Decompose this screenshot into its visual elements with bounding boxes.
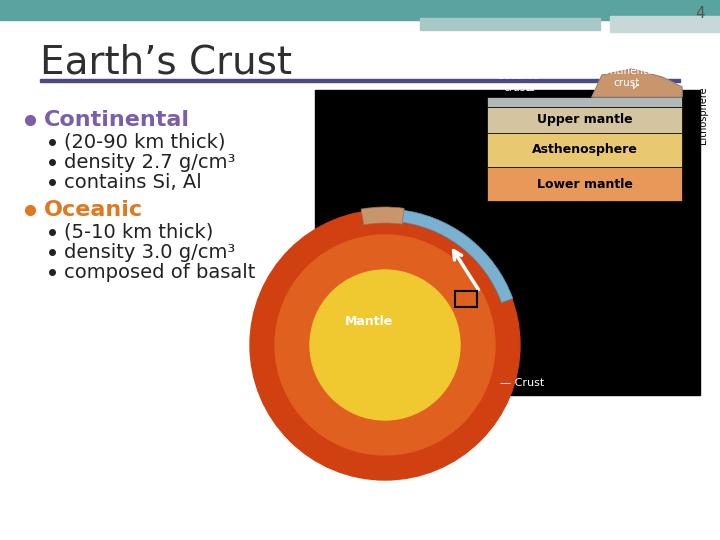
Text: Oceanic
crust: Oceanic crust	[496, 71, 538, 93]
Wedge shape	[396, 210, 513, 302]
Bar	[455, 291, 477, 307]
Text: Lower mantle: Lower mantle	[536, 178, 632, 191]
Text: (20-90 km thick): (20-90 km thick)	[64, 132, 225, 152]
Circle shape	[250, 210, 520, 480]
Text: Continental: Continental	[44, 110, 190, 130]
Bar	[487, 107, 682, 133]
Text: Continental
crust: Continental crust	[597, 66, 657, 88]
Text: 4: 4	[696, 6, 705, 22]
Text: Asthenosphere: Asthenosphere	[531, 144, 637, 157]
Text: Oceanic: Oceanic	[44, 200, 143, 220]
Text: density 2.7 g/cm³: density 2.7 g/cm³	[64, 152, 235, 172]
Polygon shape	[592, 69, 682, 97]
Text: Lithosphere: Lithosphere	[698, 86, 708, 144]
Bar	[487, 167, 682, 201]
Bar	[0, 0, 720, 20]
Text: density 3.0 g/cm³: density 3.0 g/cm³	[64, 242, 235, 261]
Bar	[315, 90, 700, 395]
Bar	[40, 79, 680, 82]
Circle shape	[310, 270, 460, 420]
Circle shape	[275, 235, 495, 455]
Bar	[487, 133, 682, 167]
Text: contains Si, Al: contains Si, Al	[64, 172, 202, 192]
Text: Upper mantle: Upper mantle	[536, 113, 632, 126]
Text: Mantle: Mantle	[345, 315, 393, 328]
Bar	[487, 97, 682, 107]
Bar	[420, 18, 600, 30]
Wedge shape	[361, 207, 404, 225]
Text: — Crust: — Crust	[500, 378, 544, 388]
Bar	[610, 16, 720, 32]
Text: (5-10 km thick): (5-10 km thick)	[64, 222, 213, 241]
Text: Earth’s Crust: Earth’s Crust	[40, 43, 292, 81]
Text: composed of basalt: composed of basalt	[64, 262, 256, 281]
